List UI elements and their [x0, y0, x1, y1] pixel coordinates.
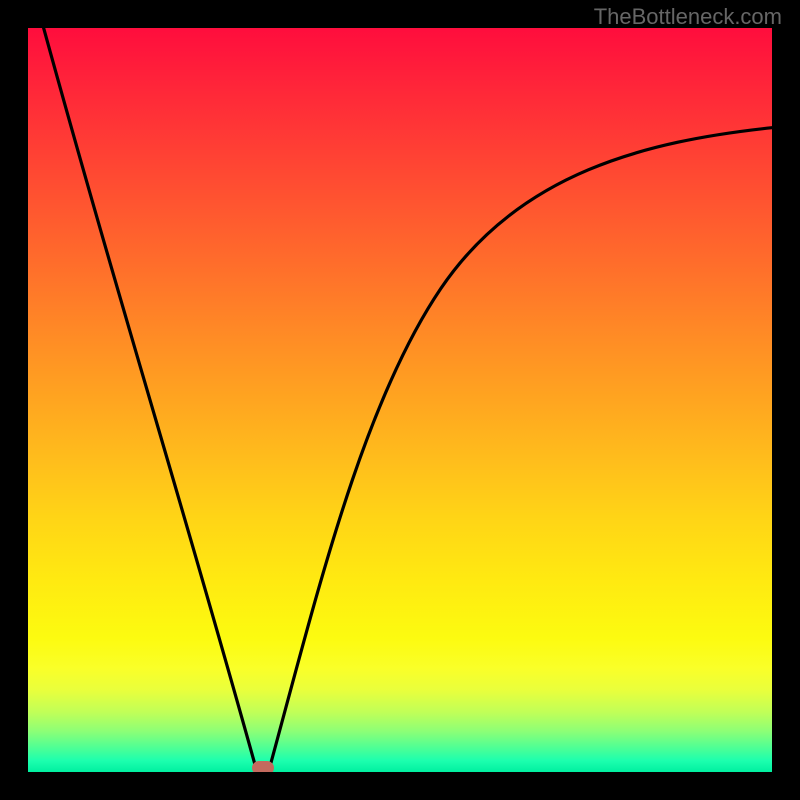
bottleneck-curve [28, 28, 772, 772]
minimum-marker [252, 761, 274, 772]
plot-area [28, 28, 772, 772]
attribution-watermark: TheBottleneck.com [594, 4, 782, 30]
